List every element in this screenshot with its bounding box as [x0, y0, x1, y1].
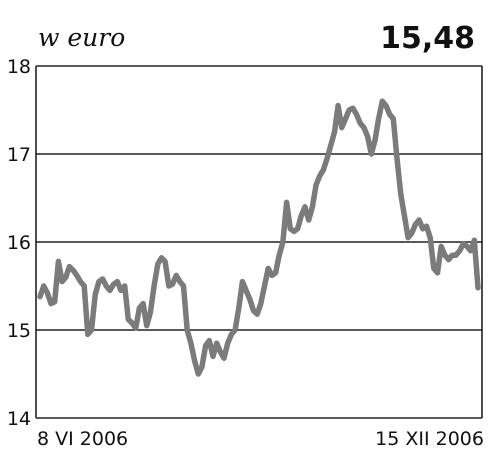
unit-label: w euro [38, 23, 125, 52]
y-tick-label-16: 16 [7, 232, 31, 254]
last-value-label: 15,48 [380, 21, 475, 56]
y-tick-label-15: 15 [7, 320, 31, 342]
x-end-label: 15 XII 2006 [375, 428, 484, 450]
y-axis-ticks: 14 15 16 17 18 [7, 56, 31, 430]
y-tick-label-17: 17 [7, 144, 31, 166]
price-series-line [37, 98, 481, 377]
x-start-label: 8 VI 2006 [37, 428, 128, 450]
grid-lines [36, 65, 482, 419]
y-tick-label-18: 18 [7, 56, 31, 78]
y-tick-label-14: 14 [7, 408, 31, 430]
